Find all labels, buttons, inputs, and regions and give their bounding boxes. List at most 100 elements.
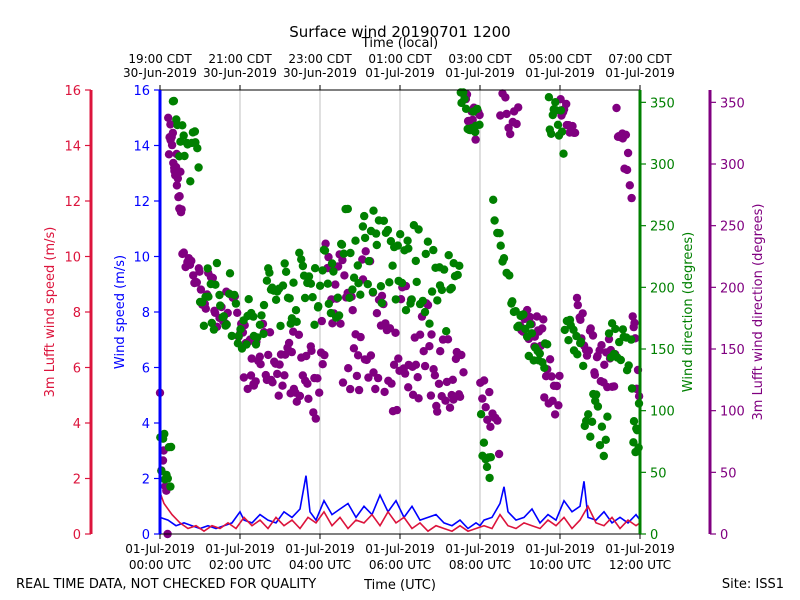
- wind_dir_points-point: [383, 225, 393, 235]
- wind_dir_points-point: [551, 98, 560, 107]
- wind_dir_points-point: [627, 335, 636, 344]
- wind_dir_points-point: [364, 256, 374, 266]
- lufft_dir_points-point: [414, 394, 423, 403]
- wind_dir_points-point: [169, 96, 179, 106]
- lufft_dir_points-point: [525, 312, 535, 322]
- lufft_dir_points-point: [570, 128, 580, 137]
- wind_dir_points-point: [368, 287, 378, 297]
- lufft_dir_points-point: [562, 99, 571, 109]
- wind_dir_points-point: [569, 325, 578, 334]
- lufft_dir_points-point: [331, 280, 340, 289]
- wind_dir_points-point: [508, 297, 517, 306]
- bottom-tick-time: 10:00 UTC: [529, 558, 591, 572]
- lufft_dir_points-point: [483, 415, 492, 424]
- lufft_dir_points-point: [449, 395, 458, 404]
- wind_dir_points-point: [215, 290, 224, 300]
- lufft_dir_points-point: [366, 351, 376, 360]
- wind_dir_points-point: [314, 302, 323, 311]
- lufft_dir_points-point: [548, 396, 557, 405]
- wind_dir_points-point: [351, 236, 360, 245]
- wind_dir_points-point: [249, 312, 258, 321]
- lufft_dir_points-point: [597, 341, 606, 350]
- wind_dir_points-point: [285, 294, 294, 303]
- wind_dir_points-point: [230, 290, 239, 300]
- wind_dir_points-point: [433, 296, 442, 305]
- lufft-direction-axis-label: 3m Lufft wind direction (degrees): [751, 204, 766, 421]
- wind_speed-tick-label: 6: [142, 362, 150, 377]
- lufft_dir_points-point: [287, 347, 296, 357]
- lufft_dir_points-point: [555, 371, 564, 381]
- wind_dir_points-point: [251, 340, 261, 349]
- wind_dir_points-point: [527, 329, 537, 338]
- wind_dir_points-point: [345, 293, 354, 302]
- wind_dir_points-point: [194, 163, 203, 172]
- wind_dir_points-point: [486, 453, 495, 462]
- lufft_dir_points-point: [479, 376, 489, 385]
- wind_dir_points-point: [439, 265, 449, 274]
- lufft_speed_line: [159, 492, 641, 533]
- lufft_dir_points-point: [413, 373, 422, 382]
- wind_dir-tick-label: 250: [650, 220, 675, 235]
- lufft_dir_points-point: [550, 410, 560, 419]
- wind_dir_points-point: [485, 473, 494, 483]
- lufft_dir_points-point: [273, 369, 282, 379]
- lufft_dir_points-point: [336, 319, 345, 328]
- wind_dir_points-point: [178, 121, 187, 130]
- lufft_dir_points-point: [584, 346, 593, 355]
- wind-speed-axis-label: Wind speed (m/s): [113, 255, 128, 369]
- wind_dir_points-point: [461, 104, 471, 114]
- lufft_dir_points-point: [324, 252, 333, 262]
- lufft_dir_points-point: [317, 316, 326, 326]
- lufft_dir_points-point: [311, 414, 320, 423]
- wind_dir_points-point: [437, 285, 447, 295]
- lufft_speed-tick-label: 12: [64, 195, 81, 210]
- wind_dir_points-point: [262, 276, 272, 285]
- wind_dir_points-point: [423, 237, 433, 246]
- wind_dir_points-point: [442, 327, 451, 336]
- lufft_dir_points-point: [445, 403, 455, 412]
- wind_dir_points-point: [242, 340, 251, 349]
- wind_dir_points-point: [276, 321, 285, 331]
- lufft_dir_points-point: [448, 375, 457, 384]
- lufft_dir_points-point: [493, 416, 502, 425]
- lufft_dir_points-point: [371, 384, 380, 394]
- wind_dir_points-point: [193, 144, 202, 153]
- wind_dir_points-point: [599, 451, 608, 461]
- lufft_dir_points-point: [609, 382, 619, 391]
- wind_speed-tick-label: 8: [142, 306, 150, 321]
- lufft_dir_points-point: [176, 167, 185, 176]
- wind_dir_points-point: [489, 195, 498, 204]
- wind_dir_points-point: [586, 432, 595, 441]
- wind_dir_points-point: [354, 279, 363, 288]
- lufft_dir_points-point: [433, 407, 442, 416]
- lufft_dir_points-point: [372, 309, 382, 318]
- lufft_dir_points-point: [389, 360, 399, 369]
- lufft_dir_points-point: [455, 392, 465, 401]
- lufft_dir_points-point: [187, 256, 196, 266]
- wind_dir_points-point: [514, 321, 523, 330]
- wind_dir_points-point: [163, 474, 172, 483]
- wind_dir_points-point: [323, 279, 332, 288]
- lufft_dir-tick-label: 0: [720, 528, 728, 543]
- wind_dir_points-point: [333, 293, 343, 302]
- lufft_dir_points-point: [195, 267, 204, 276]
- wind_dir_points-point: [306, 279, 316, 288]
- wind_dir_points-point: [216, 301, 225, 310]
- lufft_dir_points-point: [373, 373, 383, 383]
- wind_dir_points-point: [225, 269, 235, 278]
- top-tick-date: 01-Jul-2019: [365, 66, 435, 80]
- wind_dir_points-point: [369, 206, 378, 215]
- wind_dir_points-point: [259, 300, 269, 310]
- wind_dir_points-point: [616, 355, 625, 365]
- wind_dir_points-point: [219, 312, 229, 321]
- wind_dir_points-point: [627, 384, 637, 393]
- lufft_dir_points-point: [344, 364, 353, 373]
- wind_dir_points-point: [180, 151, 189, 161]
- wind_dir_points-point: [444, 251, 453, 260]
- wind_dir_points-point: [179, 131, 188, 140]
- lufft_dir_points-point: [354, 385, 364, 395]
- lufft_dir_points-point: [356, 332, 365, 342]
- wind_dir_points-point: [556, 106, 566, 115]
- wind_dir_points-point: [337, 240, 347, 249]
- lufft_dir_points-point: [173, 174, 182, 183]
